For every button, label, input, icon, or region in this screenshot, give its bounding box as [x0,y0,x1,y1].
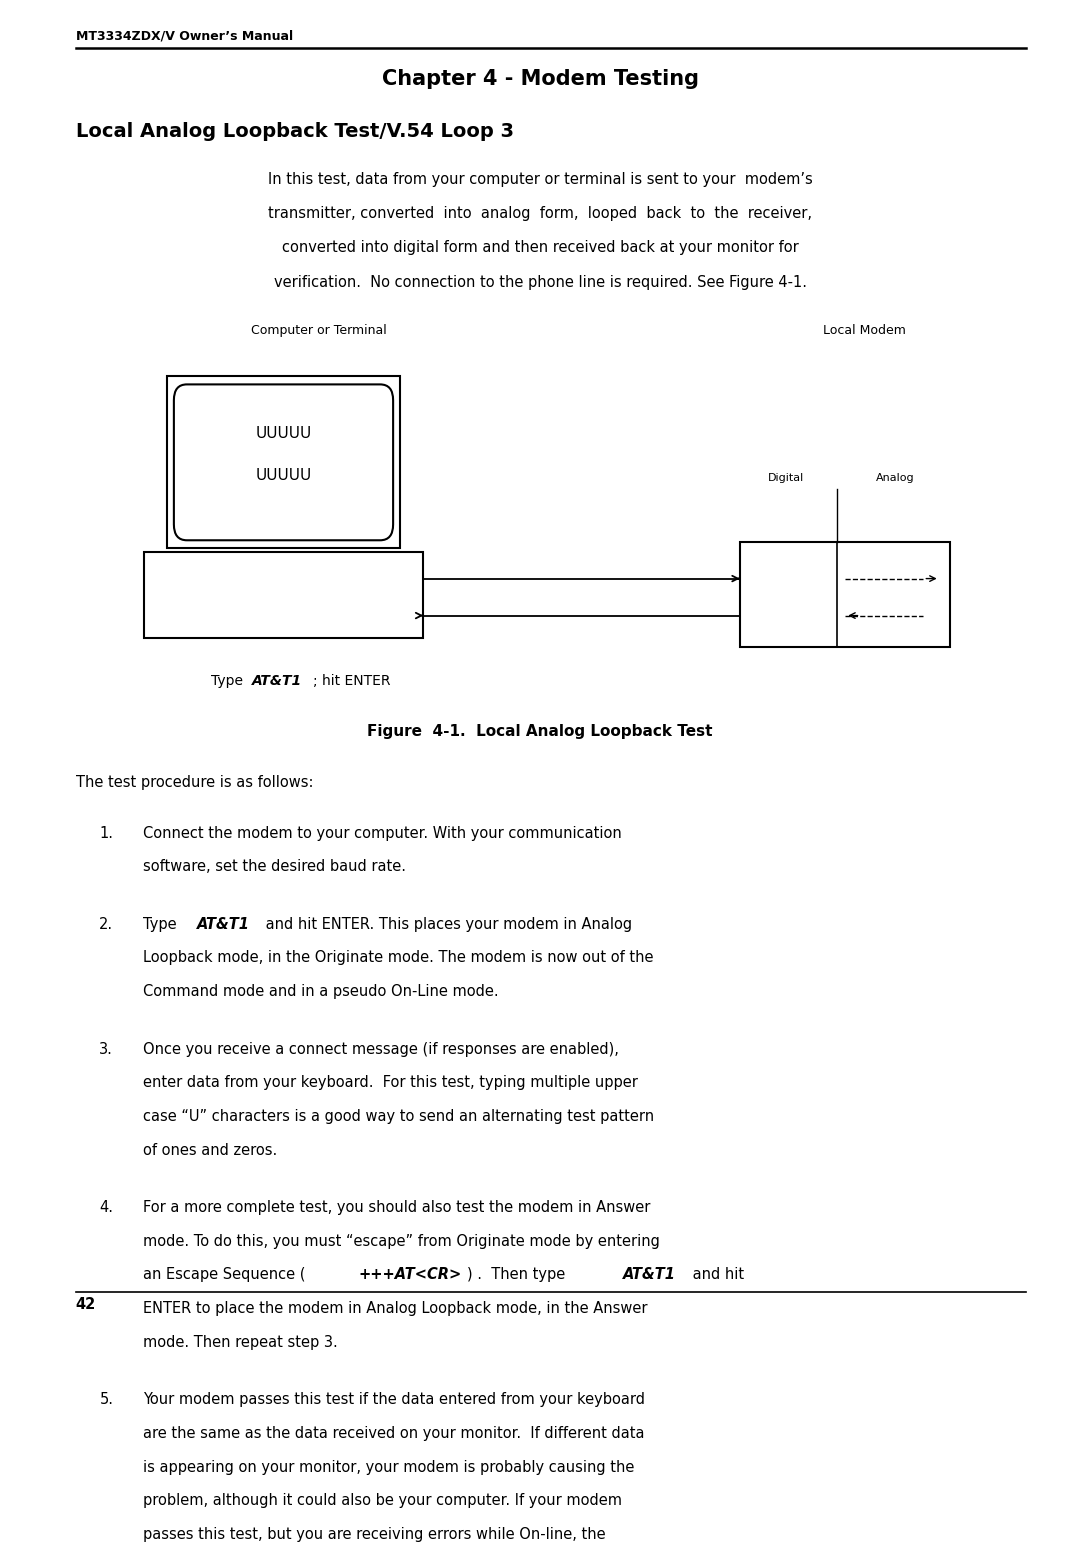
Text: +++AT<CR>: +++AT<CR> [359,1267,462,1283]
Text: mode. Then repeat step 3.: mode. Then repeat step 3. [143,1336,337,1350]
Text: Connect the modem to your computer. With your communication: Connect the modem to your computer. With… [143,826,621,840]
Text: and hit: and hit [688,1267,744,1283]
Text: Command mode and in a pseudo On-Line mode.: Command mode and in a pseudo On-Line mod… [143,985,498,999]
Text: are the same as the data received on your monitor.  If different data: are the same as the data received on you… [143,1426,644,1441]
Text: converted into digital form and then received back at your monitor for: converted into digital form and then rec… [282,241,798,255]
Text: Local Analog Loopback Test/V.54 Loop 3: Local Analog Loopback Test/V.54 Loop 3 [76,121,514,140]
Text: UUUUU: UUUUU [255,426,312,441]
Text: MT3334ZDX/V Owner’s Manual: MT3334ZDX/V Owner’s Manual [76,30,293,42]
FancyBboxPatch shape [174,385,393,540]
Text: Digital: Digital [768,474,805,483]
Text: AT&T1: AT&T1 [623,1267,676,1283]
Text: Loopback mode, in the Originate mode. The modem is now out of the: Loopback mode, in the Originate mode. Th… [143,950,653,966]
Text: Figure  4-1.  Local Analog Loopback Test: Figure 4-1. Local Analog Loopback Test [367,724,713,739]
Text: problem, although it could also be your computer. If your modem: problem, although it could also be your … [143,1494,622,1508]
Text: Analog: Analog [876,474,915,483]
Text: 3.: 3. [99,1042,113,1056]
Text: Type: Type [143,916,180,932]
Text: an Escape Sequence (: an Escape Sequence ( [143,1267,305,1283]
Text: ENTER to place the modem in Analog Loopback mode, in the Answer: ENTER to place the modem in Analog Loopb… [143,1301,647,1315]
Text: Computer or Terminal: Computer or Terminal [251,323,387,337]
Text: ) .  Then type: ) . Then type [467,1267,569,1283]
Text: enter data from your keyboard.  For this test, typing multiple upper: enter data from your keyboard. For this … [143,1075,637,1090]
Text: UUUUU: UUUUU [255,467,312,483]
Text: The test procedure is as follows:: The test procedure is as follows: [76,775,313,790]
Text: software, set the desired baud rate.: software, set the desired baud rate. [143,859,406,874]
Text: is appearing on your monitor, your modem is probably causing the: is appearing on your monitor, your modem… [143,1460,634,1475]
Text: 1.: 1. [99,826,113,840]
Text: case “U” characters is a good way to send an alternating test pattern: case “U” characters is a good way to sen… [143,1109,653,1124]
Text: AT&T1: AT&T1 [252,674,301,688]
Text: of ones and zeros.: of ones and zeros. [143,1143,276,1157]
Text: transmitter, converted  into  analog  form,  looped  back  to  the  receiver,: transmitter, converted into analog form,… [268,207,812,221]
FancyBboxPatch shape [144,553,423,638]
Text: and hit ENTER. This places your modem in Analog: and hit ENTER. This places your modem in… [261,916,633,932]
Text: Chapter 4 - Modem Testing: Chapter 4 - Modem Testing [381,68,699,89]
Text: 42: 42 [76,1297,96,1312]
Text: 5.: 5. [99,1393,113,1407]
Text: mode. To do this, you must “escape” from Originate mode by entering: mode. To do this, you must “escape” from… [143,1233,660,1249]
Text: In this test, data from your computer or terminal is sent to your  modem’s: In this test, data from your computer or… [268,172,812,186]
Text: Your modem passes this test if the data entered from your keyboard: Your modem passes this test if the data … [143,1393,645,1407]
Text: For a more complete test, you should also test the modem in Answer: For a more complete test, you should als… [143,1200,650,1214]
Text: Type: Type [211,674,247,688]
Text: 2.: 2. [99,916,113,932]
Text: ; hit ENTER: ; hit ENTER [313,674,391,688]
Text: verification.  No connection to the phone line is required. See Figure 4-1.: verification. No connection to the phone… [273,275,807,290]
Text: passes this test, but you are receiving errors while On-line, the: passes this test, but you are receiving … [143,1527,605,1542]
Text: Once you receive a connect message (if responses are enabled),: Once you receive a connect message (if r… [143,1042,619,1056]
Text: Local Modem: Local Modem [823,323,905,337]
FancyBboxPatch shape [740,542,950,648]
Text: 4.: 4. [99,1200,113,1214]
Text: AT&T1: AT&T1 [197,916,249,932]
FancyBboxPatch shape [167,376,400,548]
